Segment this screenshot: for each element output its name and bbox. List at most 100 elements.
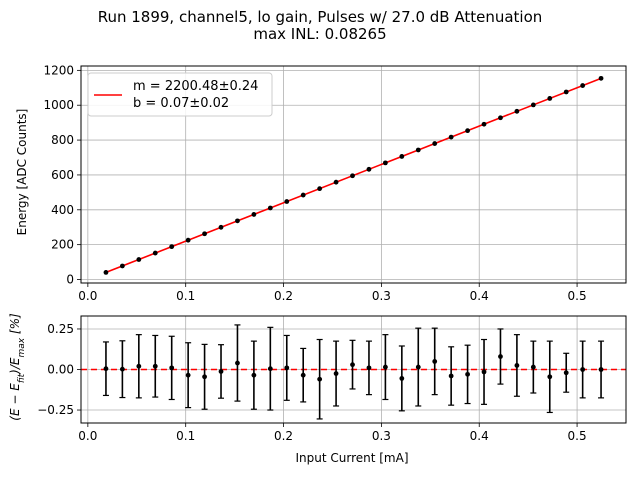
chart-subtitle: max INL: 0.08265 <box>253 25 387 43</box>
main-y-tick-label: 200 <box>51 238 74 252</box>
main-data-point <box>202 231 207 237</box>
main-data-point <box>169 244 175 250</box>
main-data-point <box>498 115 503 121</box>
main-x-ticks: 0.0 0.1 0.2 0.3 0.4 0.5 <box>78 283 587 303</box>
residual-data-point <box>152 363 158 369</box>
residual-data-point <box>530 364 536 370</box>
legend-intercept-label: b = 0.07±0.02 <box>133 96 229 111</box>
main-data-point <box>333 179 339 185</box>
main-y-tick-label: 1200 <box>43 63 74 77</box>
main-data-point <box>317 186 323 192</box>
main-data-point <box>366 166 372 172</box>
main-data-point <box>465 128 470 134</box>
main-data-point <box>382 160 388 166</box>
residual-data-point <box>185 372 191 378</box>
main-data-point <box>481 121 487 127</box>
residual-data-point <box>103 366 109 372</box>
main-data-point <box>547 96 553 101</box>
legend-slope-label: m = 2200.48±0.24 <box>133 79 258 94</box>
main-y-tick-label: 0 <box>66 273 74 287</box>
main-data-point <box>598 75 604 81</box>
main-x-tick-label: 0.0 <box>78 289 97 303</box>
main-y-tick-label: 800 <box>51 133 74 147</box>
x-axis-label: Input Current [mA] <box>295 451 408 465</box>
residual-data-point <box>448 373 454 379</box>
residual-y-tick-label: −0.25 <box>37 403 74 417</box>
main-data-point <box>300 192 306 198</box>
residual-x-tick-label: 0.3 <box>372 429 391 443</box>
main-data-point <box>251 212 257 217</box>
residual-data-point <box>481 369 487 375</box>
residual-data-point <box>382 364 388 370</box>
main-data-point <box>514 108 520 114</box>
residual-data-point <box>350 362 355 368</box>
main-data-point <box>580 83 586 88</box>
main-data-point <box>267 205 273 211</box>
residual-data-point <box>284 365 290 371</box>
residual-x-tick-label: 0.0 <box>78 429 97 443</box>
residual-data-point <box>399 376 405 381</box>
residual-data-point <box>251 372 257 378</box>
main-y-tick-label: 1000 <box>43 98 74 112</box>
residual-data-point <box>235 360 240 366</box>
residual-data-point <box>300 372 306 378</box>
main-x-tick-label: 0.1 <box>176 289 195 303</box>
residual-y-label-sub: max <box>17 337 27 357</box>
main-plot-frame <box>80 65 627 284</box>
residual-y-tick-label: 0.25 <box>47 322 74 336</box>
residual-y-ticks: −0.25 0.00 0.25 <box>37 322 81 417</box>
residual-y-label-part: (E − E <box>8 383 22 421</box>
residual-data-point <box>563 370 569 376</box>
residual-data-point <box>498 354 503 359</box>
legend: m = 2200.48±0.24 b = 0.07±0.02 <box>87 72 273 117</box>
residual-y-tick-label: 0.00 <box>47 363 74 377</box>
main-panel: 0.0 0.1 0.2 0.3 0.4 0.5 0 200 400 600 800 1000 1200… <box>15 63 627 303</box>
residual-data-point <box>169 365 175 371</box>
residual-data-points <box>102 324 605 420</box>
residual-data-point <box>598 367 604 372</box>
main-x-tick-label: 0.3 <box>372 289 391 303</box>
main-data-point <box>119 263 125 269</box>
main-data-point <box>185 237 191 243</box>
main-x-tick-label: 0.4 <box>470 289 489 303</box>
residual-y-label-part: )/E <box>8 357 22 375</box>
main-x-tick-label: 0.5 <box>568 289 587 303</box>
residual-data-point <box>202 374 207 380</box>
main-data-point <box>103 270 109 275</box>
residual-x-tick-label: 0.2 <box>274 429 293 443</box>
residual-x-tick-label: 0.4 <box>470 429 489 443</box>
residual-data-point <box>415 364 421 370</box>
main-y-tick-label: 400 <box>51 203 74 217</box>
residual-data-point <box>136 363 142 369</box>
main-data-point <box>152 250 158 256</box>
residual-data-point <box>432 358 438 364</box>
residual-data-point <box>514 363 520 368</box>
residual-data-point <box>547 374 553 380</box>
residual-data-point <box>580 367 586 372</box>
main-y-axis-label: Energy [ADC Counts] <box>15 109 29 236</box>
main-data-point <box>432 141 438 146</box>
residual-data-point <box>366 365 372 371</box>
residual-x-tick-label: 0.5 <box>568 429 587 443</box>
main-data-point <box>235 218 240 224</box>
residual-data-point <box>119 366 125 372</box>
residual-data-point <box>267 366 273 372</box>
main-data-point <box>136 257 142 262</box>
residual-data-point <box>465 371 470 377</box>
main-data-point <box>218 224 224 230</box>
main-y-tick-label: 600 <box>51 168 74 182</box>
legend-box <box>87 72 273 117</box>
main-data-point <box>415 147 421 153</box>
main-data-point <box>399 154 405 159</box>
main-data-point <box>284 199 290 204</box>
residual-panel: 0.0 0.1 0.2 0.3 0.4 0.5 −0.25 0.00 0.25 Input C… <box>8 313 627 465</box>
main-y-ticks: 0 200 400 600 800 1000 1200 <box>43 63 81 287</box>
residual-data-point <box>333 371 339 376</box>
main-x-tick-label: 0.2 <box>274 289 293 303</box>
main-data-point <box>563 89 569 95</box>
residual-x-ticks: 0.0 0.1 0.2 0.3 0.4 0.5 <box>78 423 587 443</box>
residual-y-label-sub: fit <box>17 373 27 383</box>
chart-title: Run 1899, channel5, lo gain, Pulses w/ 2… <box>97 8 543 26</box>
residual-data-point <box>218 369 224 374</box>
